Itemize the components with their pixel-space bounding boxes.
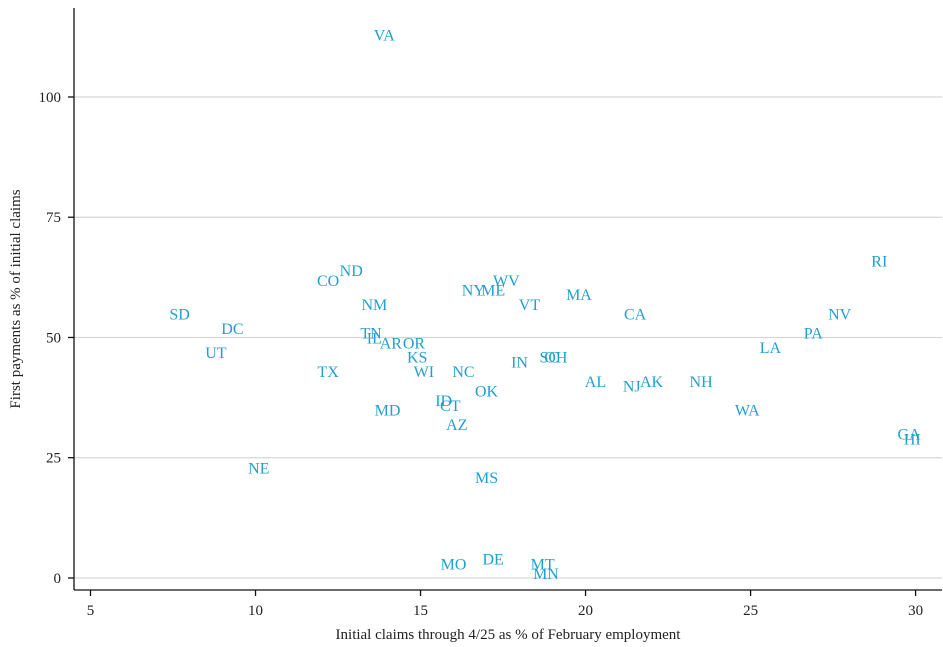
- x-tick-label: 25: [743, 603, 758, 619]
- point-label-va: VA: [374, 27, 395, 44]
- point-label-ny: NY: [462, 282, 486, 299]
- axes: [73, 8, 942, 591]
- point-label-oh: OH: [544, 350, 568, 367]
- y-tick-label: 25: [46, 451, 61, 467]
- x-axis-title: Initial claims through 4/25 as % of Febr…: [336, 627, 682, 643]
- point-label-la: LA: [760, 340, 782, 357]
- point-label-hi: HI: [904, 431, 921, 448]
- point-label-nm: NM: [361, 297, 387, 314]
- point-label-tx: TX: [317, 364, 339, 381]
- point-label-nv: NV: [828, 306, 852, 323]
- point-label-al: AL: [585, 374, 606, 391]
- point-label-sd: SD: [169, 306, 189, 323]
- point-label-co: CO: [317, 273, 339, 290]
- point-label-ms: MS: [475, 470, 498, 487]
- point-label-ma: MA: [566, 287, 592, 304]
- point-label-md: MD: [375, 403, 401, 420]
- point-label-ar: AR: [380, 335, 403, 352]
- point-label-mt: MT: [531, 557, 555, 574]
- x-tick-label: 30: [908, 603, 923, 619]
- point-label-pa: PA: [804, 326, 823, 343]
- point-label-ak: AK: [640, 374, 664, 391]
- y-axis-title: First payments as % of initial claims: [8, 189, 24, 408]
- y-tick-label: 50: [46, 330, 61, 346]
- x-ticks: 5 10 15 20 25 30: [87, 590, 923, 619]
- y-tick-label: 0: [54, 571, 62, 587]
- point-label-az: AZ: [446, 417, 467, 434]
- x-tick-label: 20: [578, 603, 593, 619]
- gridlines: [74, 96, 942, 579]
- point-label-nd: ND: [340, 263, 363, 280]
- point-label-ri: RI: [871, 254, 887, 271]
- point-label-nh: NH: [690, 374, 714, 391]
- point-label-wi: WI: [414, 364, 434, 381]
- point-label-vt: VT: [519, 297, 541, 314]
- x-tick-label: 5: [87, 603, 95, 619]
- point-label-ok: OK: [475, 383, 499, 400]
- point-label-de: DE: [482, 552, 503, 569]
- point-label-mn: MN: [533, 566, 559, 583]
- point-label-mo: MO: [441, 557, 467, 574]
- point-label-nc: NC: [452, 364, 474, 381]
- point-label-dc: DC: [221, 321, 243, 338]
- point-label-ca: CA: [624, 306, 647, 323]
- y-ticks: 0 25 50 75 100: [39, 90, 74, 587]
- point-label-in: IN: [511, 355, 528, 372]
- point-label-or: OR: [403, 335, 426, 352]
- point-label-sc: SC: [539, 350, 559, 367]
- point-label-tn: TN: [360, 326, 382, 343]
- point-label-ut: UT: [205, 345, 227, 362]
- point-label-ga: GA: [897, 427, 921, 444]
- point-label-il: IL: [367, 330, 382, 347]
- y-tick-label: 100: [39, 90, 62, 106]
- x-tick-label: 15: [413, 603, 428, 619]
- y-tick-label: 75: [46, 210, 61, 226]
- point-label-ct: CT: [440, 398, 461, 415]
- x-tick-label: 10: [248, 603, 263, 619]
- point-label-ks: KS: [407, 350, 427, 367]
- point-label-id: ID: [435, 393, 452, 410]
- point-label-nj: NJ: [623, 379, 641, 396]
- point-label-wa: WA: [735, 403, 760, 420]
- point-label-wv: WV: [493, 273, 520, 290]
- point-label-ne: NE: [248, 460, 269, 477]
- point-label-me: ME: [481, 282, 505, 299]
